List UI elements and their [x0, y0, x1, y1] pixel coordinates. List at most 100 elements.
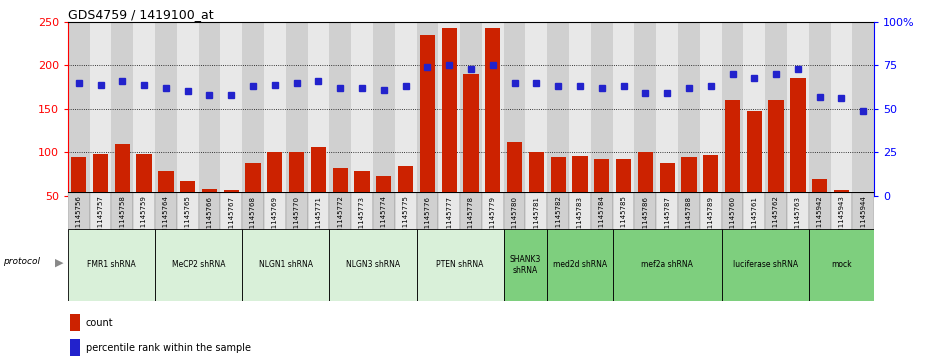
Bar [463, 74, 479, 240]
Bar [155, 22, 177, 196]
Bar [616, 159, 631, 240]
Bar [442, 28, 457, 240]
Bar [93, 154, 108, 240]
Bar [743, 22, 765, 196]
Bar [137, 154, 152, 240]
Text: GSM1145756: GSM1145756 [75, 196, 82, 242]
Text: GSM1145784: GSM1145784 [599, 196, 605, 242]
Bar [612, 229, 722, 301]
Bar [307, 192, 330, 232]
Bar [373, 22, 395, 196]
Bar [547, 229, 612, 301]
Text: luciferase shRNA: luciferase shRNA [733, 261, 798, 269]
Bar [594, 159, 609, 240]
Bar [264, 22, 285, 196]
Bar [485, 28, 500, 240]
Bar [831, 22, 853, 196]
Bar [438, 22, 460, 196]
Bar [747, 111, 762, 240]
Text: GSM1145760: GSM1145760 [729, 196, 736, 242]
Text: FMR1 shRNA: FMR1 shRNA [87, 261, 136, 269]
Bar [351, 192, 373, 232]
Bar [700, 192, 722, 232]
Bar [155, 192, 177, 232]
Bar [809, 229, 874, 301]
Bar [70, 314, 80, 331]
Bar [177, 22, 199, 196]
Bar [416, 192, 438, 232]
Bar [89, 192, 111, 232]
Text: GSM1145785: GSM1145785 [621, 196, 626, 242]
Bar [71, 157, 87, 240]
Bar [285, 22, 307, 196]
Text: GSM1145781: GSM1145781 [533, 196, 540, 242]
Text: GSM1145769: GSM1145769 [272, 196, 278, 242]
Text: GSM1145765: GSM1145765 [185, 196, 190, 242]
Bar [68, 229, 155, 301]
Text: GSM1145768: GSM1145768 [250, 196, 256, 242]
Bar [330, 192, 351, 232]
Bar [550, 157, 566, 240]
Bar [526, 22, 547, 196]
Bar [246, 163, 261, 240]
Bar [809, 22, 831, 196]
Bar [612, 22, 635, 196]
Bar [376, 176, 392, 240]
Text: SHANK3
shRNA: SHANK3 shRNA [510, 255, 541, 275]
Text: GSM1145788: GSM1145788 [686, 196, 692, 242]
Text: GSM1145772: GSM1145772 [337, 196, 343, 242]
Bar [504, 22, 526, 196]
Text: GSM1145763: GSM1145763 [795, 196, 801, 242]
Bar [482, 22, 504, 196]
Bar [155, 229, 242, 301]
Bar [438, 192, 460, 232]
Bar [700, 22, 722, 196]
Text: count: count [86, 318, 114, 328]
Bar [787, 192, 809, 232]
Bar [812, 179, 827, 240]
Bar [220, 192, 242, 232]
Bar [528, 152, 544, 240]
Text: mef2a shRNA: mef2a shRNA [642, 261, 693, 269]
Bar [264, 192, 285, 232]
Text: GSM1145774: GSM1145774 [381, 196, 387, 242]
Bar [398, 166, 414, 240]
Bar [373, 192, 395, 232]
Bar [285, 192, 307, 232]
Bar [133, 22, 155, 196]
Text: GSM1145773: GSM1145773 [359, 196, 365, 242]
Bar [354, 171, 369, 240]
Bar [547, 22, 569, 196]
Text: GSM1145776: GSM1145776 [425, 196, 430, 242]
Text: GSM1145759: GSM1145759 [141, 196, 147, 242]
Text: GSM1145761: GSM1145761 [752, 196, 757, 242]
Text: GSM1145767: GSM1145767 [228, 196, 235, 242]
Bar [460, 22, 482, 196]
Text: NLGN3 shRNA: NLGN3 shRNA [346, 261, 400, 269]
Bar [831, 192, 853, 232]
Bar [482, 192, 504, 232]
Bar [242, 229, 330, 301]
Bar [330, 22, 351, 196]
Bar [635, 192, 657, 232]
Text: GDS4759 / 1419100_at: GDS4759 / 1419100_at [68, 8, 214, 21]
Bar [111, 192, 133, 232]
Bar [855, 194, 871, 240]
Bar [460, 192, 482, 232]
Bar [573, 156, 588, 240]
Bar [89, 22, 111, 196]
Text: GSM1145770: GSM1145770 [294, 196, 300, 242]
Bar [765, 192, 787, 232]
Text: GSM1145786: GSM1145786 [642, 196, 648, 242]
Bar [722, 22, 743, 196]
Bar [635, 22, 657, 196]
Bar [199, 22, 220, 196]
Bar [504, 229, 547, 301]
Bar [180, 181, 195, 240]
Bar [68, 22, 89, 196]
Bar [158, 171, 173, 240]
Bar [416, 22, 438, 196]
Text: GSM1145777: GSM1145777 [447, 196, 452, 242]
Bar [307, 22, 330, 196]
Bar [330, 229, 416, 301]
